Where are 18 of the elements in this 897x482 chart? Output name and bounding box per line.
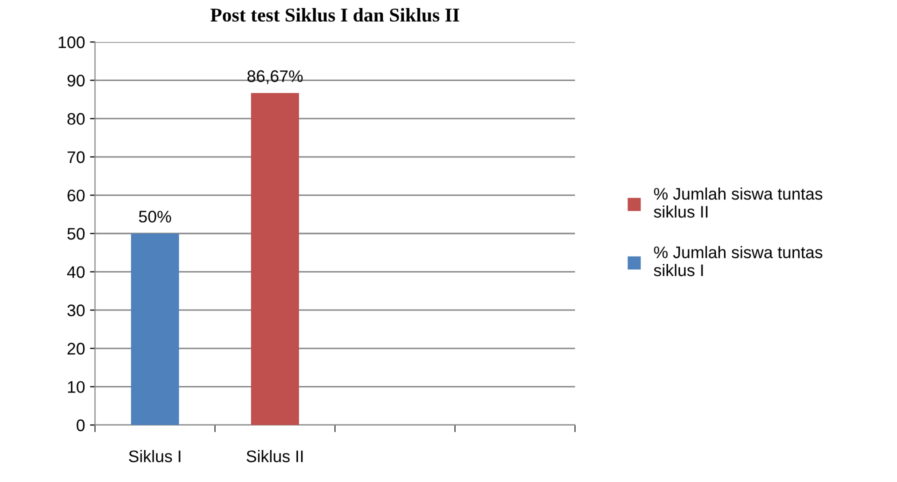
y-tick-label: 20 — [68, 342, 85, 355]
y-tick-label: 0 — [76, 419, 85, 432]
x-tick-label: Siklus I — [128, 450, 180, 462]
y-tick-label: 70 — [68, 151, 85, 164]
legend-label: % Jumlah siswa tuntas siklus II — [654, 188, 822, 218]
y-tick-label: 60 — [68, 190, 85, 202]
y-tick-label: 90 — [68, 74, 85, 87]
legend-label: % Jumlah siswa tuntas siklus I — [654, 246, 822, 276]
x-tick-label: Siklus II — [246, 450, 303, 462]
y-tick-label: 80 — [67, 113, 85, 125]
y-tick-label: 50 — [67, 228, 85, 240]
chart-title: Post test Siklus I dan Siklus II — [210, 8, 460, 22]
y-tick-label: 10 — [68, 381, 85, 393]
y-tick-label: 40 — [67, 266, 85, 278]
data-label: 86,67% — [247, 70, 303, 84]
y-tick-label: 30 — [67, 304, 85, 316]
y-tick-label: 100 — [58, 36, 85, 48]
data-label: 50% — [138, 210, 172, 223]
